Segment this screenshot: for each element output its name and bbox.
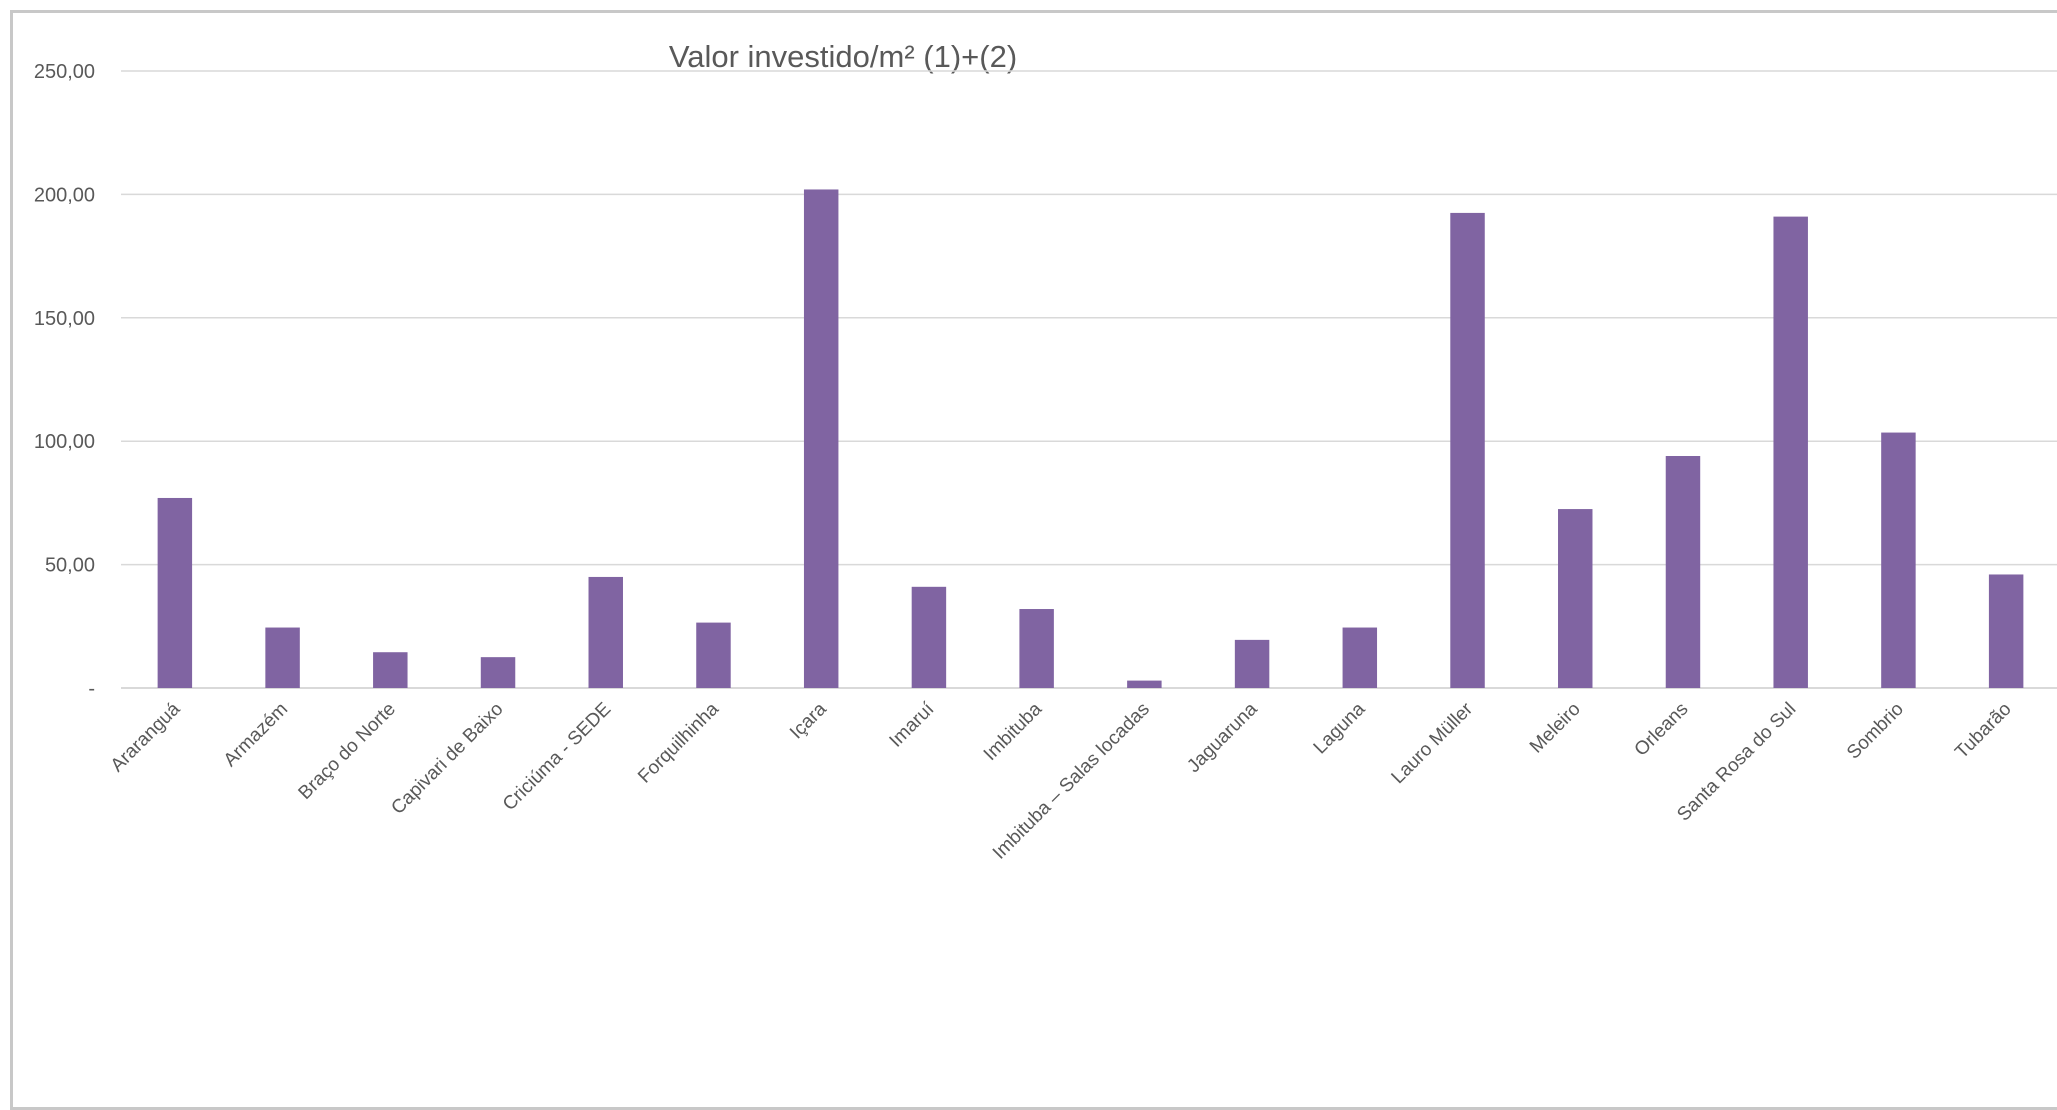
y-tick-label: 100,00	[34, 431, 95, 453]
x-category-label: Capivari de Baixo	[387, 699, 507, 819]
y-tick-label: 50,00	[45, 555, 95, 577]
bar	[696, 622, 731, 688]
x-category-label: Araranguá	[107, 698, 185, 776]
y-tick-label: 150,00	[34, 308, 95, 330]
bar	[1558, 509, 1593, 688]
bar	[911, 586, 947, 688]
x-category-label: Tubarão	[1951, 699, 2015, 763]
x-category-label: Santa Rosa do Sul	[1673, 699, 1800, 826]
bar	[1773, 216, 1808, 688]
chart-frame: Valor investido/m² (1)+(2) - 50,00 100,00 1…	[10, 10, 2057, 1110]
bar	[265, 627, 300, 688]
bar	[1881, 432, 1916, 688]
bar	[1234, 639, 1270, 688]
bar	[1019, 609, 1054, 688]
x-category-label: Armazém	[220, 699, 292, 771]
y-tick-label: -	[88, 678, 95, 700]
chart-title: Valor investido/m² (1)+(2)	[669, 39, 1017, 74]
bar	[480, 657, 516, 688]
x-category-label: Içara	[786, 698, 831, 743]
bar	[1342, 627, 1378, 688]
bar	[588, 576, 623, 688]
y-tick-label: 200,00	[34, 184, 95, 206]
bar	[1450, 212, 1485, 688]
bar	[1665, 456, 1701, 688]
y-axis-tick-labels: - 50,00 100,00 150,00 200,00 250,00	[34, 61, 95, 700]
x-category-label: Orleans	[1631, 699, 1693, 761]
bar	[157, 497, 193, 688]
x-category-label: Laguna	[1310, 698, 1370, 758]
x-category-label: Braço do Norte	[295, 699, 400, 804]
bars	[157, 189, 2024, 689]
bar	[1127, 680, 1162, 688]
y-tick-label: 250,00	[34, 61, 95, 83]
bar-chart: Valor investido/m² (1)+(2) - 50,00 100,00 1…	[34, 39, 2057, 864]
bar	[803, 189, 839, 689]
gridlines	[121, 70, 2057, 689]
x-category-label: Forquilhinha	[634, 698, 723, 787]
x-category-label: Imbituba	[980, 698, 1047, 765]
x-category-label: Jaguaruna	[1183, 698, 1262, 777]
bar	[1988, 574, 2024, 688]
bar	[373, 652, 408, 688]
x-category-label: Sombrio	[1843, 699, 1908, 764]
x-category-label: Criciúma - SEDE	[499, 699, 615, 815]
x-category-label: Meleiro	[1526, 699, 1585, 758]
x-category-label: Lauro Müller	[1388, 698, 1478, 788]
x-category-label: Imaruí	[886, 698, 939, 751]
